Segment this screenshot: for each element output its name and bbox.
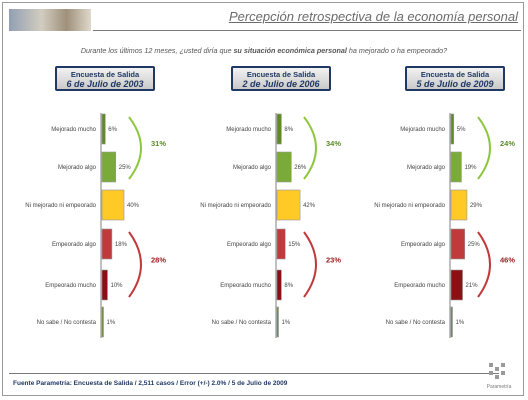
survey-question: Durante los últimos 12 meses, ¿usted dir… bbox=[3, 46, 525, 55]
parametria-logo-icon: Parametría bbox=[487, 363, 512, 390]
value-label: 21% bbox=[466, 283, 479, 289]
worsened-bracket bbox=[303, 231, 317, 298]
value-label: 25% bbox=[468, 242, 481, 248]
category-label: Empeorado mucho bbox=[220, 283, 271, 289]
value-label: 10% bbox=[111, 283, 124, 289]
bar bbox=[101, 113, 106, 145]
value-label: 1% bbox=[456, 320, 465, 326]
category-label: Mejorado algo bbox=[58, 165, 97, 171]
category-label: Empeorado algo bbox=[401, 242, 446, 248]
value-label: 25% bbox=[119, 165, 132, 171]
panel-header-line1: Encuesta de Salida bbox=[246, 70, 316, 79]
value-label: 29% bbox=[470, 203, 483, 209]
category-label: Empeorado mucho bbox=[394, 283, 445, 289]
bar bbox=[450, 269, 463, 301]
bar bbox=[101, 269, 108, 301]
category-label: Empeorado mucho bbox=[45, 283, 96, 289]
bar bbox=[450, 189, 468, 221]
value-label: 1% bbox=[282, 320, 291, 326]
bar bbox=[450, 151, 462, 183]
title-rule bbox=[93, 30, 521, 31]
value-label: 8% bbox=[284, 283, 293, 289]
category-label: Mejorado mucho bbox=[226, 127, 271, 133]
slide-title: Percepción retrospectiva de la economía … bbox=[228, 9, 518, 24]
question-bold: su situación económica personal bbox=[233, 46, 347, 55]
bar bbox=[101, 306, 104, 338]
value-label: 6% bbox=[108, 127, 117, 133]
panel-header-line1: Encuesta de Salida bbox=[70, 70, 140, 79]
question-post: ha mejorado o ha empeorado? bbox=[346, 46, 448, 55]
panel-header-line1: Encuesta de Salida bbox=[420, 70, 490, 79]
category-label: Mejorado mucho bbox=[51, 127, 96, 133]
value-label: 15% bbox=[288, 242, 301, 248]
category-label: Ni mejorado ni empeorado bbox=[200, 203, 271, 209]
panel-header-line2: 6 de Julio de 2003 bbox=[66, 79, 144, 89]
improved-bracket bbox=[477, 116, 491, 180]
bar bbox=[276, 306, 279, 338]
value-label: 40% bbox=[127, 203, 140, 209]
category-label: No sabe / No contesta bbox=[37, 320, 97, 326]
value-label: 8% bbox=[284, 127, 293, 133]
question-pre: Durante los últimos 12 meses, ¿usted dir… bbox=[80, 46, 234, 55]
panel-header-line2: 2 de Julio de 2006 bbox=[242, 79, 320, 89]
bar bbox=[450, 306, 453, 338]
slide-frame: Percepción retrospectiva de la economía … bbox=[2, 2, 524, 396]
category-label: Empeorado algo bbox=[227, 242, 272, 248]
panel-header-2003: Encuesta de Salida 6 de Julio de 2003 bbox=[55, 66, 155, 91]
category-label: Empeorado algo bbox=[52, 242, 97, 248]
value-label: 19% bbox=[464, 165, 477, 171]
worsened-bracket bbox=[477, 231, 491, 298]
improved-total-label: 34% bbox=[326, 139, 341, 148]
bar bbox=[101, 151, 117, 183]
category-label: No sabe / No contesta bbox=[212, 320, 272, 326]
panel-header-line2: 5 de Julio de 2009 bbox=[416, 79, 494, 89]
panel-header-2006: Encuesta de Salida 2 de Julio de 2006 bbox=[231, 66, 331, 91]
header-photo bbox=[9, 9, 91, 31]
worsened-bracket bbox=[128, 231, 142, 298]
bar bbox=[276, 269, 282, 301]
improved-total-label: 31% bbox=[151, 139, 166, 148]
value-label: 42% bbox=[303, 203, 316, 209]
bar bbox=[101, 189, 125, 221]
bar bbox=[276, 151, 292, 183]
worsened-total-label: 46% bbox=[500, 256, 515, 265]
category-label: No sabe / No contesta bbox=[386, 320, 446, 326]
improved-total-label: 24% bbox=[500, 139, 515, 148]
category-label: Ni mejorado ni empeorado bbox=[25, 203, 96, 209]
footer-rule bbox=[9, 373, 499, 374]
bar bbox=[101, 228, 113, 260]
source-note: Fuente Parametría: Encuesta de Salida / … bbox=[13, 380, 288, 387]
category-label: Mejorado algo bbox=[407, 165, 446, 171]
value-label: 5% bbox=[457, 127, 466, 133]
value-label: 26% bbox=[294, 165, 307, 171]
improved-bracket bbox=[128, 116, 142, 180]
category-label: Mejorado mucho bbox=[400, 127, 445, 133]
value-label: 18% bbox=[115, 242, 128, 248]
value-label: 1% bbox=[107, 320, 116, 326]
bar bbox=[450, 113, 455, 145]
bar bbox=[276, 189, 301, 221]
worsened-total-label: 23% bbox=[326, 256, 341, 265]
bar bbox=[276, 113, 282, 145]
panel-header-2009: Encuesta de Salida 5 de Julio de 2009 bbox=[405, 66, 505, 91]
category-label: Ni mejorado ni empeorado bbox=[374, 203, 445, 209]
bar bbox=[276, 228, 286, 260]
bar-chart: Mejorado mucho 6% Mejorado algo 25% Ni mejor… bbox=[25, 113, 515, 338]
category-label: Mejorado algo bbox=[233, 165, 272, 171]
bar bbox=[450, 228, 466, 260]
worsened-total-label: 28% bbox=[151, 256, 166, 265]
logo-text: Parametría bbox=[487, 384, 512, 390]
improved-bracket bbox=[303, 116, 317, 180]
